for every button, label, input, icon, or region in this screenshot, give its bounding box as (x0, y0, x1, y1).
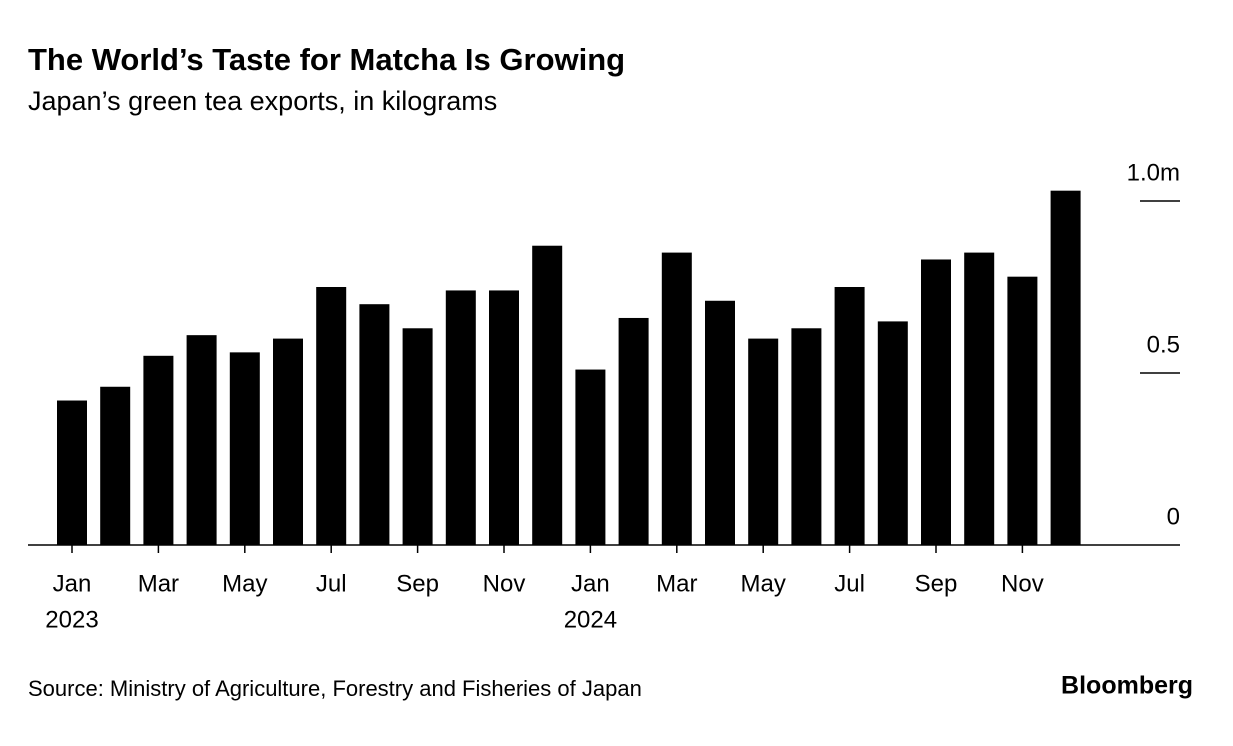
bar (316, 287, 347, 545)
bar (359, 304, 390, 545)
bar (921, 259, 951, 545)
bar (100, 386, 131, 545)
bar (1050, 190, 1081, 545)
x-tick-label: May (222, 570, 267, 597)
bar (273, 338, 303, 545)
bar (1007, 276, 1038, 545)
bar (229, 352, 260, 545)
y-tick-label: 1.0m (1127, 159, 1180, 186)
year-label: 2023 (45, 606, 98, 633)
x-tick-label: Jul (316, 570, 347, 597)
x-tick-label: Nov (1001, 570, 1044, 597)
year-label: 2024 (564, 606, 617, 633)
brand: Bloomberg (1061, 672, 1193, 700)
bar (748, 338, 779, 545)
x-tick-label: May (741, 570, 786, 597)
bar (143, 355, 174, 545)
bar (877, 321, 908, 545)
bar (532, 245, 563, 545)
bar (964, 252, 995, 545)
bar (489, 290, 519, 545)
bar (705, 300, 735, 545)
x-tick-label: Nov (483, 570, 526, 597)
x-tick-label: Jan (53, 570, 92, 597)
chart-subtitle: Japan’s green tea exports, in kilograms (28, 86, 497, 116)
bar (791, 328, 822, 545)
x-tick-label: Jan (571, 570, 610, 597)
bar (834, 287, 865, 545)
source: Source: Ministry of Agriculture, Forestr… (28, 676, 642, 701)
bar (445, 290, 476, 545)
bar (402, 328, 433, 545)
bar (57, 400, 87, 545)
bar (186, 335, 217, 545)
bar (661, 252, 692, 545)
y-tick-label: 0 (1167, 503, 1180, 530)
x-tick-label: Mar (656, 570, 697, 597)
bar (618, 317, 649, 545)
y-tick-label: 0.5 (1147, 331, 1180, 358)
x-tick-label: Jul (834, 570, 865, 597)
bar (575, 369, 606, 545)
x-tick-label: Sep (915, 570, 958, 597)
x-tick-label: Mar (138, 570, 179, 597)
x-tick-label: Sep (396, 570, 439, 597)
chart-title: The World’s Taste for Matcha Is Growing (28, 42, 625, 77)
